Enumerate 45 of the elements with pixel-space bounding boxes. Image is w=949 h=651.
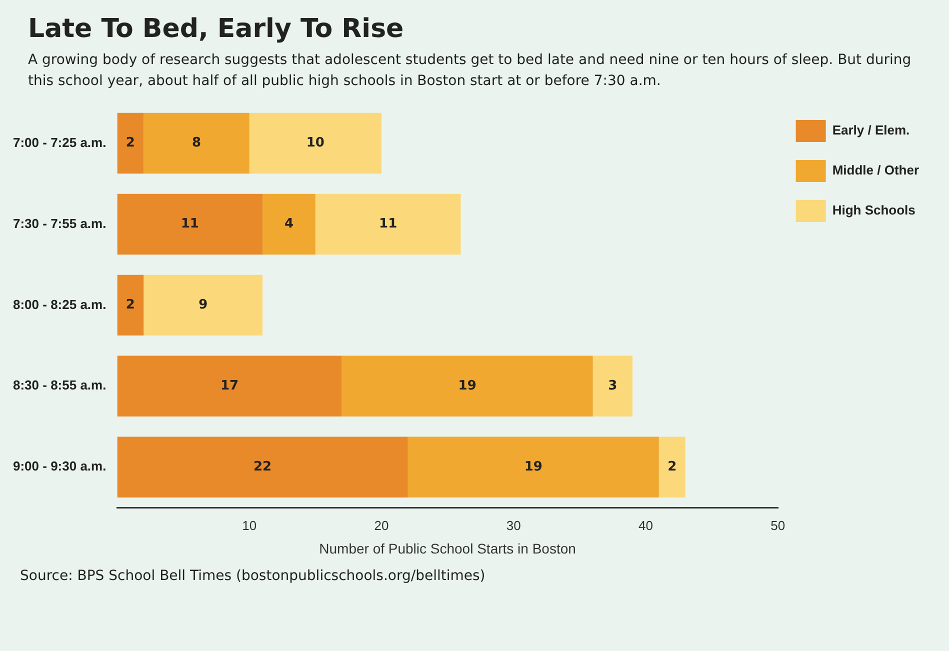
data-label: 9 <box>198 298 208 313</box>
data-label: 19 <box>524 459 542 474</box>
y-tick-label: 9:00 - 9:30 a.m. <box>12 458 106 474</box>
y-tick-label: 8:30 - 8:55 a.m. <box>12 378 106 393</box>
data-label: 22 <box>254 459 272 474</box>
x-tick-label: 50 <box>770 518 786 533</box>
x-axis-title: Number of Public School Starts in Boston <box>319 540 576 556</box>
data-label: 2 <box>126 298 135 313</box>
bar <box>408 436 659 498</box>
bar <box>117 194 263 255</box>
bar <box>342 356 593 417</box>
bar <box>262 194 316 255</box>
legend-label: High Schools <box>832 202 916 218</box>
y-tick-label: 7:00 - 7:25 a.m. <box>12 134 106 150</box>
x-tick-label: 10 <box>242 518 257 533</box>
legend-label: Middle / Other <box>832 162 919 178</box>
bar <box>117 356 342 417</box>
data-label: 2 <box>668 459 677 474</box>
bar <box>117 274 144 336</box>
bar <box>144 274 263 336</box>
y-tick-label: 7:30 - 7:55 a.m. <box>12 216 106 231</box>
data-label: 11 <box>180 216 199 232</box>
x-tick-label: 30 <box>506 518 521 533</box>
bar <box>144 112 250 174</box>
data-label: 10 <box>306 136 324 151</box>
x-tick-label: 20 <box>374 518 389 533</box>
chart-subtitle: A growing body of research suggests that adolescent students get to bed late and need nine or ten hours of sleep. But during this school year, about half of all public high schools in Boston start at or before 7:30 a.m. <box>28 51 912 91</box>
x-tick-label: 40 <box>638 518 653 533</box>
data-label: 4 <box>284 216 294 232</box>
source-note: Source: BPS School Bell Times (bostonpublicschools.org/belltimes) <box>20 568 486 584</box>
bar <box>117 112 144 174</box>
legend-label: Early / Elem. <box>832 122 910 138</box>
data-label: 11 <box>379 216 398 232</box>
bar <box>249 112 382 174</box>
data-label: 3 <box>608 378 618 394</box>
bar <box>658 436 686 498</box>
data-label: 19 <box>458 378 476 394</box>
bar <box>592 356 632 417</box>
data-label: 2 <box>126 136 135 151</box>
chart-title: Late To Bed, Early To Rise <box>28 14 405 44</box>
data-label: 8 <box>192 136 202 151</box>
bar <box>117 436 408 498</box>
bar <box>315 194 461 255</box>
data-label: 17 <box>220 378 239 394</box>
y-tick-label: 8:00 - 8:25 a.m. <box>12 296 106 312</box>
